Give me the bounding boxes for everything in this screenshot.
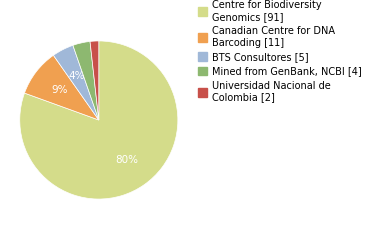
Text: 4%: 4% <box>68 71 85 81</box>
Legend: Centre for Biodiversity
Genomics [91], Canadian Centre for DNA
Barcoding [11], B: Centre for Biodiversity Genomics [91], C… <box>198 0 362 102</box>
Wedge shape <box>90 41 99 120</box>
Wedge shape <box>20 41 178 199</box>
Wedge shape <box>73 42 99 120</box>
Wedge shape <box>24 55 99 120</box>
Text: 9%: 9% <box>52 85 68 95</box>
Wedge shape <box>54 45 99 120</box>
Text: 80%: 80% <box>116 155 138 165</box>
